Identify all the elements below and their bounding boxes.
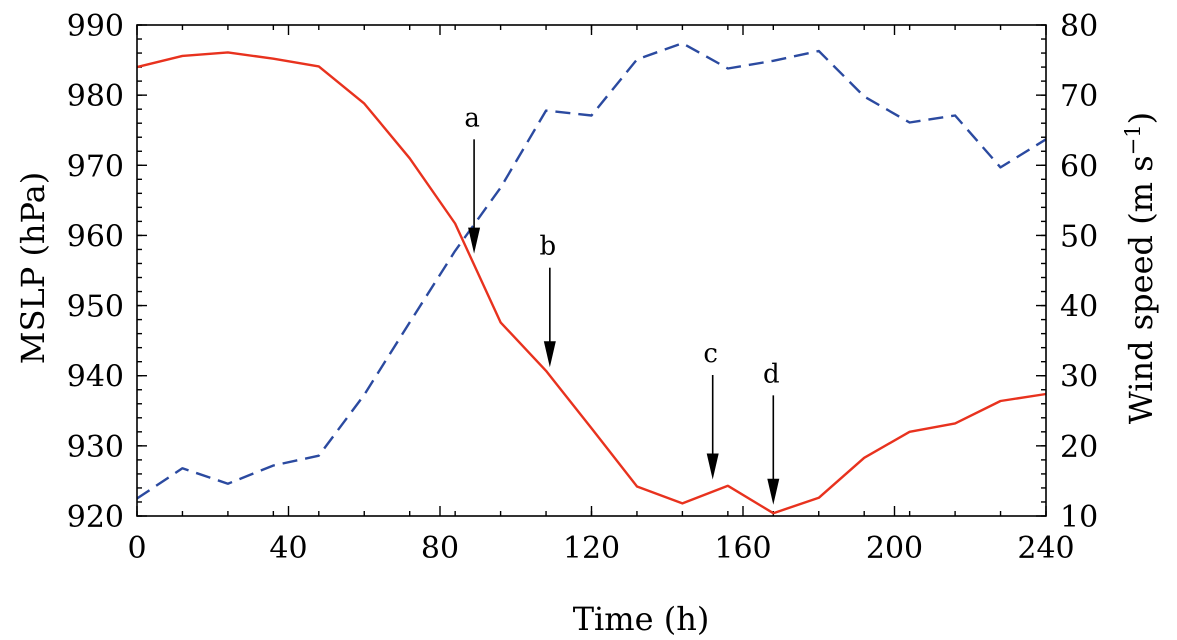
annotation-arrow-head bbox=[468, 227, 481, 254]
y-left-tick-label: 990 bbox=[67, 9, 124, 44]
y-left-tick-label: 970 bbox=[67, 149, 124, 184]
y-right-tick-label: 40 bbox=[1060, 290, 1098, 325]
y-right-tick-label: 20 bbox=[1060, 430, 1098, 465]
series-group bbox=[136, 42, 1047, 515]
y-right-axis-title: Wind speed (m s−1) bbox=[1121, 112, 1160, 424]
y-right-tick-label: 70 bbox=[1060, 79, 1098, 114]
annotation-label: a bbox=[464, 103, 480, 133]
annotation-label: d bbox=[763, 359, 780, 389]
x-tick-labels: 0 40 80 120 160 200 240 bbox=[127, 531, 1074, 566]
x-tick-label: 0 bbox=[127, 531, 146, 566]
major-ticks bbox=[136, 24, 1047, 517]
x-axis-title: Time (h) bbox=[573, 600, 710, 638]
y-right-axis-title-close: ) bbox=[1122, 112, 1160, 124]
y-right-axis-title-main: Wind speed (m s bbox=[1122, 155, 1160, 424]
annotation-arrow-head bbox=[543, 341, 556, 368]
x-tick-label: 80 bbox=[421, 531, 459, 566]
annotation-arrow-head bbox=[706, 453, 719, 480]
annotation-label: c bbox=[703, 339, 718, 369]
y-left-tick-label: 960 bbox=[67, 219, 124, 254]
x-tick-label: 120 bbox=[563, 531, 620, 566]
y-right-tick-labels: 10 20 30 40 50 60 70 80 bbox=[1060, 9, 1098, 535]
mslp-series-line bbox=[136, 51, 1047, 515]
y-left-tick-label: 940 bbox=[67, 360, 124, 395]
annotations: a b c d bbox=[464, 103, 780, 505]
y-right-axis-title-sup: −1 bbox=[1121, 124, 1145, 155]
x-tick-label: 160 bbox=[714, 531, 771, 566]
y-right-tick-label: 60 bbox=[1060, 149, 1098, 184]
x-tick-label: 240 bbox=[1017, 531, 1074, 566]
y-left-axis-title: MSLP (hPa) bbox=[14, 172, 52, 364]
x-tick-label: 200 bbox=[866, 531, 923, 566]
y-right-tick-label: 10 bbox=[1060, 500, 1098, 535]
y-right-tick-label: 80 bbox=[1060, 9, 1098, 44]
y-left-tick-label: 920 bbox=[67, 500, 124, 535]
minor-ticks bbox=[136, 24, 1047, 517]
y-left-tick-label: 950 bbox=[67, 290, 124, 325]
wind-speed-series-line bbox=[136, 42, 1047, 500]
annotation-arrow-head bbox=[767, 478, 780, 505]
y-right-tick-label: 30 bbox=[1060, 360, 1098, 395]
y-left-tick-label: 930 bbox=[67, 430, 124, 465]
plot-frame bbox=[136, 24, 1047, 517]
y-left-tick-labels: 920 930 940 950 960 970 980 990 bbox=[67, 9, 124, 535]
y-right-tick-label: 50 bbox=[1060, 219, 1098, 254]
x-tick-label: 40 bbox=[269, 531, 307, 566]
y-left-tick-label: 980 bbox=[67, 79, 124, 114]
annotation-label: b bbox=[540, 232, 557, 262]
